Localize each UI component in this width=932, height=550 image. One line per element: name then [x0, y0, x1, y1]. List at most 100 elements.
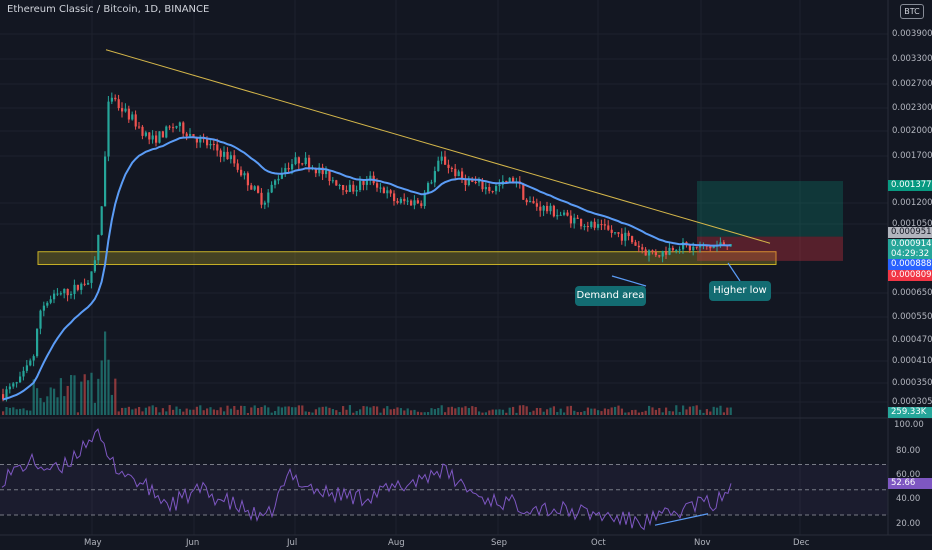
candle-body	[304, 157, 307, 165]
volume-bar	[53, 388, 56, 415]
volume-bar	[301, 405, 304, 415]
stop-zone	[697, 236, 843, 261]
price-axis-label: 0.000550	[892, 312, 932, 322]
volume-bar	[192, 409, 195, 415]
candle-body	[56, 293, 59, 295]
candle-body	[525, 199, 528, 203]
volume-bar	[597, 410, 600, 415]
rsi-axis-label: 60.00	[896, 470, 921, 480]
candle-body	[175, 126, 178, 128]
volume-bar	[729, 407, 732, 415]
candle-body	[76, 284, 79, 290]
volume-bar	[212, 409, 215, 415]
candle-body	[39, 310, 42, 329]
volume-bar	[182, 411, 185, 415]
volume-bar	[576, 412, 579, 415]
price-axis-label: 0.000650	[892, 288, 932, 298]
volume-bar	[644, 410, 647, 415]
volume-bar	[267, 407, 270, 415]
candle-body	[580, 218, 583, 227]
candle-body	[454, 168, 457, 177]
candle-body	[474, 181, 477, 183]
candle-body	[661, 250, 664, 257]
candle-body	[127, 108, 130, 120]
volume-bar	[464, 406, 467, 415]
candle-body	[192, 134, 195, 138]
candle-body	[631, 236, 634, 243]
volume-bar	[287, 406, 290, 415]
volume-bar	[654, 409, 657, 415]
candle-body	[600, 224, 603, 226]
volume-bar	[127, 406, 130, 415]
demand-area-callout[interactable]: Demand area	[575, 286, 646, 306]
volume-bar	[19, 408, 22, 415]
volume-bar	[678, 411, 681, 415]
volume-bar	[355, 411, 358, 415]
volume-bar	[284, 406, 287, 415]
candle-body	[627, 232, 630, 237]
candle-body	[83, 283, 86, 285]
rsi-divergence-arrow	[654, 513, 709, 526]
volume-bar	[671, 411, 674, 415]
volume-bar	[665, 407, 668, 415]
currency-badge[interactable]: BTC	[900, 4, 924, 19]
candle-body	[410, 200, 413, 206]
time-axis-label: Oct	[591, 538, 606, 548]
candle-body	[671, 247, 674, 251]
volume-bar	[359, 409, 362, 415]
volume-bar	[294, 407, 297, 415]
volume-bar	[121, 407, 124, 415]
candle-body	[226, 151, 229, 160]
volume-bar	[410, 410, 413, 415]
candle-body	[22, 370, 25, 377]
volume-bar	[342, 406, 345, 415]
volume-bar	[263, 405, 266, 415]
higher-low-callout[interactable]: Higher low	[709, 281, 771, 301]
volume-bar	[688, 406, 691, 415]
candles	[2, 92, 732, 402]
candle-body	[209, 144, 212, 146]
candle-body	[712, 246, 715, 249]
candle-body	[644, 249, 647, 256]
volume-bar	[699, 409, 702, 415]
price-axis-label: 0.000470	[892, 335, 932, 345]
candle-body	[610, 229, 613, 233]
candle-body	[243, 173, 246, 176]
candle-body	[620, 233, 623, 241]
volume-bar	[49, 387, 52, 415]
candle-body	[403, 198, 406, 202]
volume-bar	[277, 406, 280, 415]
candle-body	[308, 157, 311, 169]
candle-body	[362, 180, 365, 185]
candle-body	[49, 299, 52, 303]
price-axis-label: 0.001700	[892, 151, 932, 161]
candle-body	[59, 293, 62, 295]
volume-bar	[675, 405, 678, 415]
candle-body	[440, 156, 443, 161]
candle-body	[654, 251, 657, 256]
volume-bar	[420, 412, 423, 415]
volume-bar	[389, 409, 392, 415]
volume-bar	[535, 407, 538, 415]
last-price-tag: 0.000914	[888, 239, 932, 250]
volume-bar	[719, 405, 722, 415]
volume-bar	[155, 407, 158, 415]
candle-body	[338, 184, 341, 186]
volume-bar	[148, 406, 151, 415]
volume-bar	[586, 407, 589, 415]
candle-body	[165, 126, 168, 138]
candle-body	[352, 184, 355, 192]
candle-body	[195, 137, 198, 143]
volume-bar	[32, 379, 35, 415]
candle-body	[457, 171, 460, 177]
candle-body	[413, 200, 416, 206]
candle-body	[216, 144, 219, 151]
candle-body	[297, 157, 300, 164]
descending-trendline[interactable]	[105, 49, 771, 244]
candle-body	[15, 382, 18, 384]
candle-body	[617, 232, 620, 234]
candle-body	[416, 200, 419, 204]
volume-bar	[559, 408, 562, 415]
volume-bar	[416, 411, 419, 415]
